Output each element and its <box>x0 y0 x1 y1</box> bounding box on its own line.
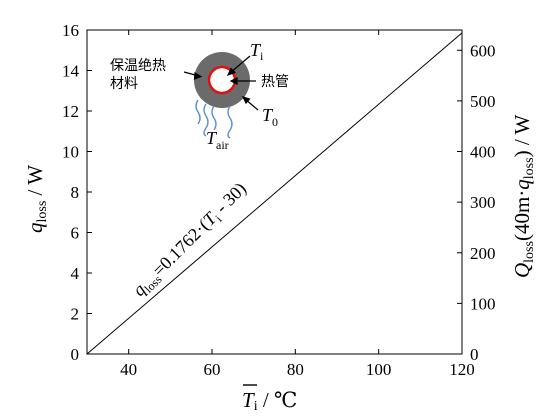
pipe-label: 热管 <box>261 74 289 90</box>
right-y-tick-label: 0 <box>470 345 479 364</box>
x-tick-label: 100 <box>366 360 392 379</box>
heat-waves <box>195 99 233 139</box>
x-tick-label: 40 <box>120 360 137 379</box>
left-y-tick-label: 0 <box>71 345 80 364</box>
tair-label: Tair <box>206 128 229 152</box>
right-y-tick-label: 600 <box>470 41 496 60</box>
right-y-tick-label: 400 <box>470 143 496 162</box>
left-y-tick-label: 14 <box>62 62 80 81</box>
x-axis-label: Ti / ℃ <box>242 388 297 414</box>
t0-label: T0 <box>262 105 278 129</box>
x-ticks: 40 60 80 100 120 <box>120 30 475 379</box>
left-y-ticks: 0 2 4 6 8 10 12 14 16 <box>62 21 92 364</box>
insulation-label-line1: 保温绝热 <box>110 58 166 74</box>
left-y-tick-label: 8 <box>71 183 80 202</box>
x-tick-label: 120 <box>449 360 475 379</box>
left-y-tick-label: 12 <box>62 102 79 121</box>
right-y-tick-label: 300 <box>470 193 496 212</box>
right-y-axis-label: Qloss(40m·qloss) / W <box>510 114 537 278</box>
left-y-tick-label: 10 <box>62 143 79 162</box>
left-y-axis-label: qloss / W <box>23 165 50 233</box>
x-tick-label: 80 <box>287 360 304 379</box>
series-line <box>86 32 463 355</box>
right-y-tick-label: 200 <box>470 244 496 263</box>
right-y-tick-label: 500 <box>470 92 496 111</box>
left-y-tick-label: 4 <box>71 264 80 283</box>
right-y-ticks: 0 100 200 300 400 500 600 <box>457 41 496 364</box>
ti-label: Ti <box>250 40 264 63</box>
pipe-inset: 保温绝热 材料 热管 Ti T0 Tair <box>110 40 289 152</box>
left-y-tick-label: 2 <box>71 305 80 324</box>
left-y-tick-label: 6 <box>71 224 80 243</box>
equation-label: qloss=0.1762·(Ti - 30) <box>129 178 253 302</box>
right-y-tick-label: 100 <box>470 294 496 313</box>
inset-arrows <box>183 55 259 111</box>
insulation-label-line2: 材料 <box>110 76 138 92</box>
x-tick-label: 60 <box>204 360 221 379</box>
left-y-tick-label: 16 <box>62 21 79 40</box>
